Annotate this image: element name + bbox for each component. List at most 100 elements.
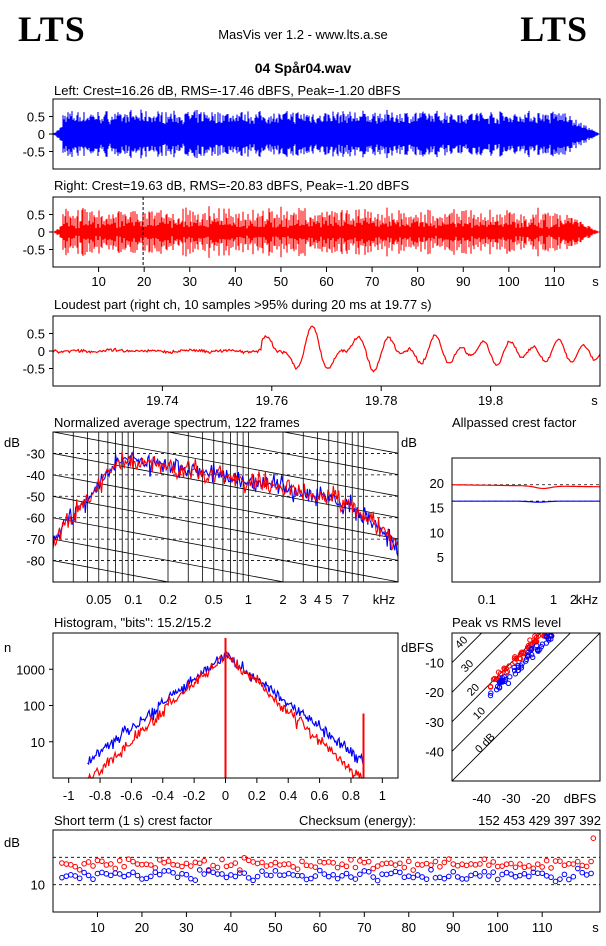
spectrum-ytick-label: -50 [26,489,45,504]
short-crest-point [281,872,288,878]
histogram-xtick-label: 0 [222,788,229,803]
short-crest-point [183,871,190,878]
short-crest-point [432,858,439,865]
peak-rms-point [490,676,497,683]
short-crest-point [290,872,296,878]
peak-rms-point [512,671,519,677]
short-crest-point [583,863,590,870]
allpassed-ylabel: dB [401,435,417,450]
allpassed-trace [452,500,600,503]
short-crest-point [228,862,234,869]
short-crest-point [557,858,563,864]
short-crest-point [441,875,448,882]
right-xtick-label: 110 [544,274,565,289]
loudest-ytick-label: -0.5 [23,362,45,377]
spectrum-slope-line [53,517,398,582]
short-crest-xtick-label: 100 [487,920,509,935]
right-xtick-label: 100 [498,274,520,289]
short-crest-xtick-label: 60 [313,920,327,935]
loudest-xtick-label: 19.76 [256,393,289,408]
peak-rms-point [529,646,535,652]
short-crest-point [419,862,425,868]
short-crest-point [245,857,252,864]
histogram-xtick-label: 0.8 [342,788,360,803]
short-crest-point [503,869,510,876]
short-crest-frame [52,829,601,913]
short-crest-xtick-label: 30 [179,920,193,935]
short-crest-point [236,867,243,873]
short-crest-point [232,873,239,880]
short-crest-point [468,861,474,867]
short-crest-point [512,874,519,880]
histogram-xtick-label: -0.6 [120,788,142,803]
loudest-part-chart: Loudest part (right ch, 10 samples >95% … [23,297,601,408]
short-crest-point [370,865,376,872]
histogram-chart: Histogram, "bits": 15.2/15.2n100010010-1… [4,615,399,803]
short-crest-point [321,859,328,866]
short-crest-point [254,860,261,867]
spectrum-slope-line [53,453,398,518]
short-crest-point [352,864,359,871]
short-crest-point [486,862,492,868]
checksum-label: Checksum (energy): [299,813,416,828]
right-ytick-label: 0.5 [27,208,45,223]
left-waveform-chart: Left: Crest=16.26 dB, RMS=-17.46 dBFS, P… [23,83,601,170]
short-crest-point [401,874,408,881]
short-crest-point [357,858,363,864]
short-crest-point [72,863,79,870]
peak-rms-point [487,684,494,690]
allpassed-ytick-label: 5 [437,550,444,565]
short-crest-point [463,876,470,882]
histogram-xtick-label: -0.2 [183,788,205,803]
short-crest-point [428,862,434,868]
short-crest-point [134,861,141,867]
short-crest-point [121,863,127,870]
short-crest-point [99,858,105,865]
peak-rms-point [500,677,506,684]
spectrum-xtick-label: 0.2 [159,592,177,607]
short-crest-point [232,860,239,866]
short-crest-point [63,873,70,879]
peak-rms-diagonal [452,633,600,781]
short-crest-point [112,870,119,876]
short-crest-point [401,864,408,871]
short-crest-point [223,874,230,881]
spectrum-xtick-label: 1 [245,592,252,607]
short-crest-point [357,871,363,878]
short-crest-point [441,859,448,866]
spectrum-ylabel: dB [4,435,20,450]
histogram-xtick-label: -0.4 [152,788,174,803]
short-crest-point [165,868,172,874]
peak-rms-diagonal [452,633,483,664]
short-crest-point [348,874,354,880]
peak-rms-point [511,655,518,662]
spectrum-ytick-label: -80 [26,554,45,569]
short-crest-point [370,874,376,880]
allpassed-ytick-label: 10 [430,525,444,540]
short-crest-point [81,860,87,867]
short-crest-point [561,862,568,869]
spectrum-plot-area [53,432,398,582]
short-crest-point [463,862,470,869]
short-crest-point [112,865,119,872]
short-crest-point [526,873,532,880]
short-crest-point [245,875,252,881]
short-crest-point [192,859,199,866]
short-crest-point [330,859,336,866]
short-crest-point [548,874,554,881]
peak-rms-xlabel: dBFS [564,791,597,806]
short-crest-point [361,868,368,874]
short-crest-point [521,870,528,877]
short-crest-point [486,873,492,879]
short-crest-point [503,861,510,867]
short-crest-point [223,863,230,870]
histogram-ytick-label: 10 [31,735,45,750]
spectrum-slope-line [53,495,398,561]
short-crest-ylabel: dB [4,835,20,850]
histogram-xtick-label: -0.8 [89,788,111,803]
histogram-xtick-label: 0.4 [279,788,297,803]
peak-rms-ytick-label: -20 [425,685,444,700]
peak-rms-point [488,690,494,696]
loudest-xtick-label: 19.8 [478,393,503,408]
